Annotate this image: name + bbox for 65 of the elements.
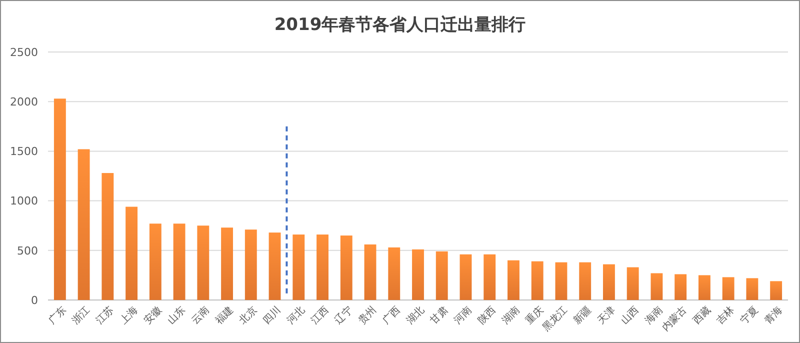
x-tick-label: 福建 <box>213 304 236 327</box>
x-tick-label: 广东 <box>46 304 69 327</box>
y-tick-label: 2500 <box>10 46 38 59</box>
x-tick-label: 广西 <box>380 304 403 327</box>
bar <box>412 249 424 300</box>
bar <box>173 224 186 300</box>
x-tick-label: 四川 <box>260 304 284 327</box>
bar <box>340 236 352 300</box>
x-tick-label: 青海 <box>762 304 785 327</box>
bar <box>244 230 257 300</box>
bar <box>78 149 90 300</box>
bar <box>364 244 376 300</box>
x-tick-label: 辽宁 <box>332 304 355 327</box>
bar <box>579 262 592 300</box>
bar <box>555 262 568 300</box>
bar <box>531 261 544 300</box>
x-tick-label: 上海 <box>118 304 140 327</box>
bar <box>436 251 448 300</box>
y-tick-label: 1500 <box>10 145 38 158</box>
x-tick-label: 湖南 <box>499 304 522 327</box>
x-tick-label: 河南 <box>452 304 474 327</box>
bar <box>484 254 496 300</box>
bar <box>746 278 758 300</box>
bar <box>54 98 66 300</box>
x-tick-label: 江苏 <box>94 304 116 327</box>
y-tick-label: 2000 <box>10 95 38 108</box>
bar <box>102 173 114 300</box>
bar <box>603 264 615 300</box>
x-tick-label: 吉林 <box>714 304 737 327</box>
x-tick-label: 山东 <box>165 304 188 327</box>
x-tick-label: 宁夏 <box>738 304 761 327</box>
y-tick-label: 500 <box>17 244 38 258</box>
x-tick-label: 甘肃 <box>428 304 450 327</box>
bar <box>770 281 782 300</box>
x-tick-label: 山西 <box>618 304 642 327</box>
bar <box>674 274 687 300</box>
bar <box>149 224 162 300</box>
bar <box>316 234 328 300</box>
x-tick-label: 北京 <box>236 304 260 327</box>
x-tick-label: 湖北 <box>404 304 427 327</box>
x-tick-label: 安徽 <box>141 304 164 327</box>
bar <box>197 226 210 300</box>
x-tick-label: 新疆 <box>571 304 594 327</box>
y-tick-label: 1000 <box>10 194 38 208</box>
bar <box>460 254 472 300</box>
bar <box>126 206 138 300</box>
bar <box>650 273 663 300</box>
chart-title: 2019年春节各省人口迁出量排行 <box>274 15 526 35</box>
x-tick-label: 江西 <box>308 304 332 327</box>
bar <box>698 275 710 300</box>
bar <box>722 277 734 300</box>
x-tick-label: 浙江 <box>70 304 92 327</box>
x-tick-label: 河北 <box>284 304 308 327</box>
x-tick-label: 云南 <box>189 304 212 327</box>
bar <box>221 228 233 300</box>
bar <box>626 267 639 300</box>
y-tick-label: 0 <box>31 294 38 307</box>
x-tick-label: 陕西 <box>476 304 498 327</box>
bar <box>388 247 400 300</box>
x-tick-label: 天津 <box>594 304 618 327</box>
bar <box>508 260 520 300</box>
bar <box>268 232 281 300</box>
x-tick-label: 贵州 <box>356 304 379 327</box>
bar <box>292 234 305 300</box>
x-tick-label: 西藏 <box>690 304 714 327</box>
